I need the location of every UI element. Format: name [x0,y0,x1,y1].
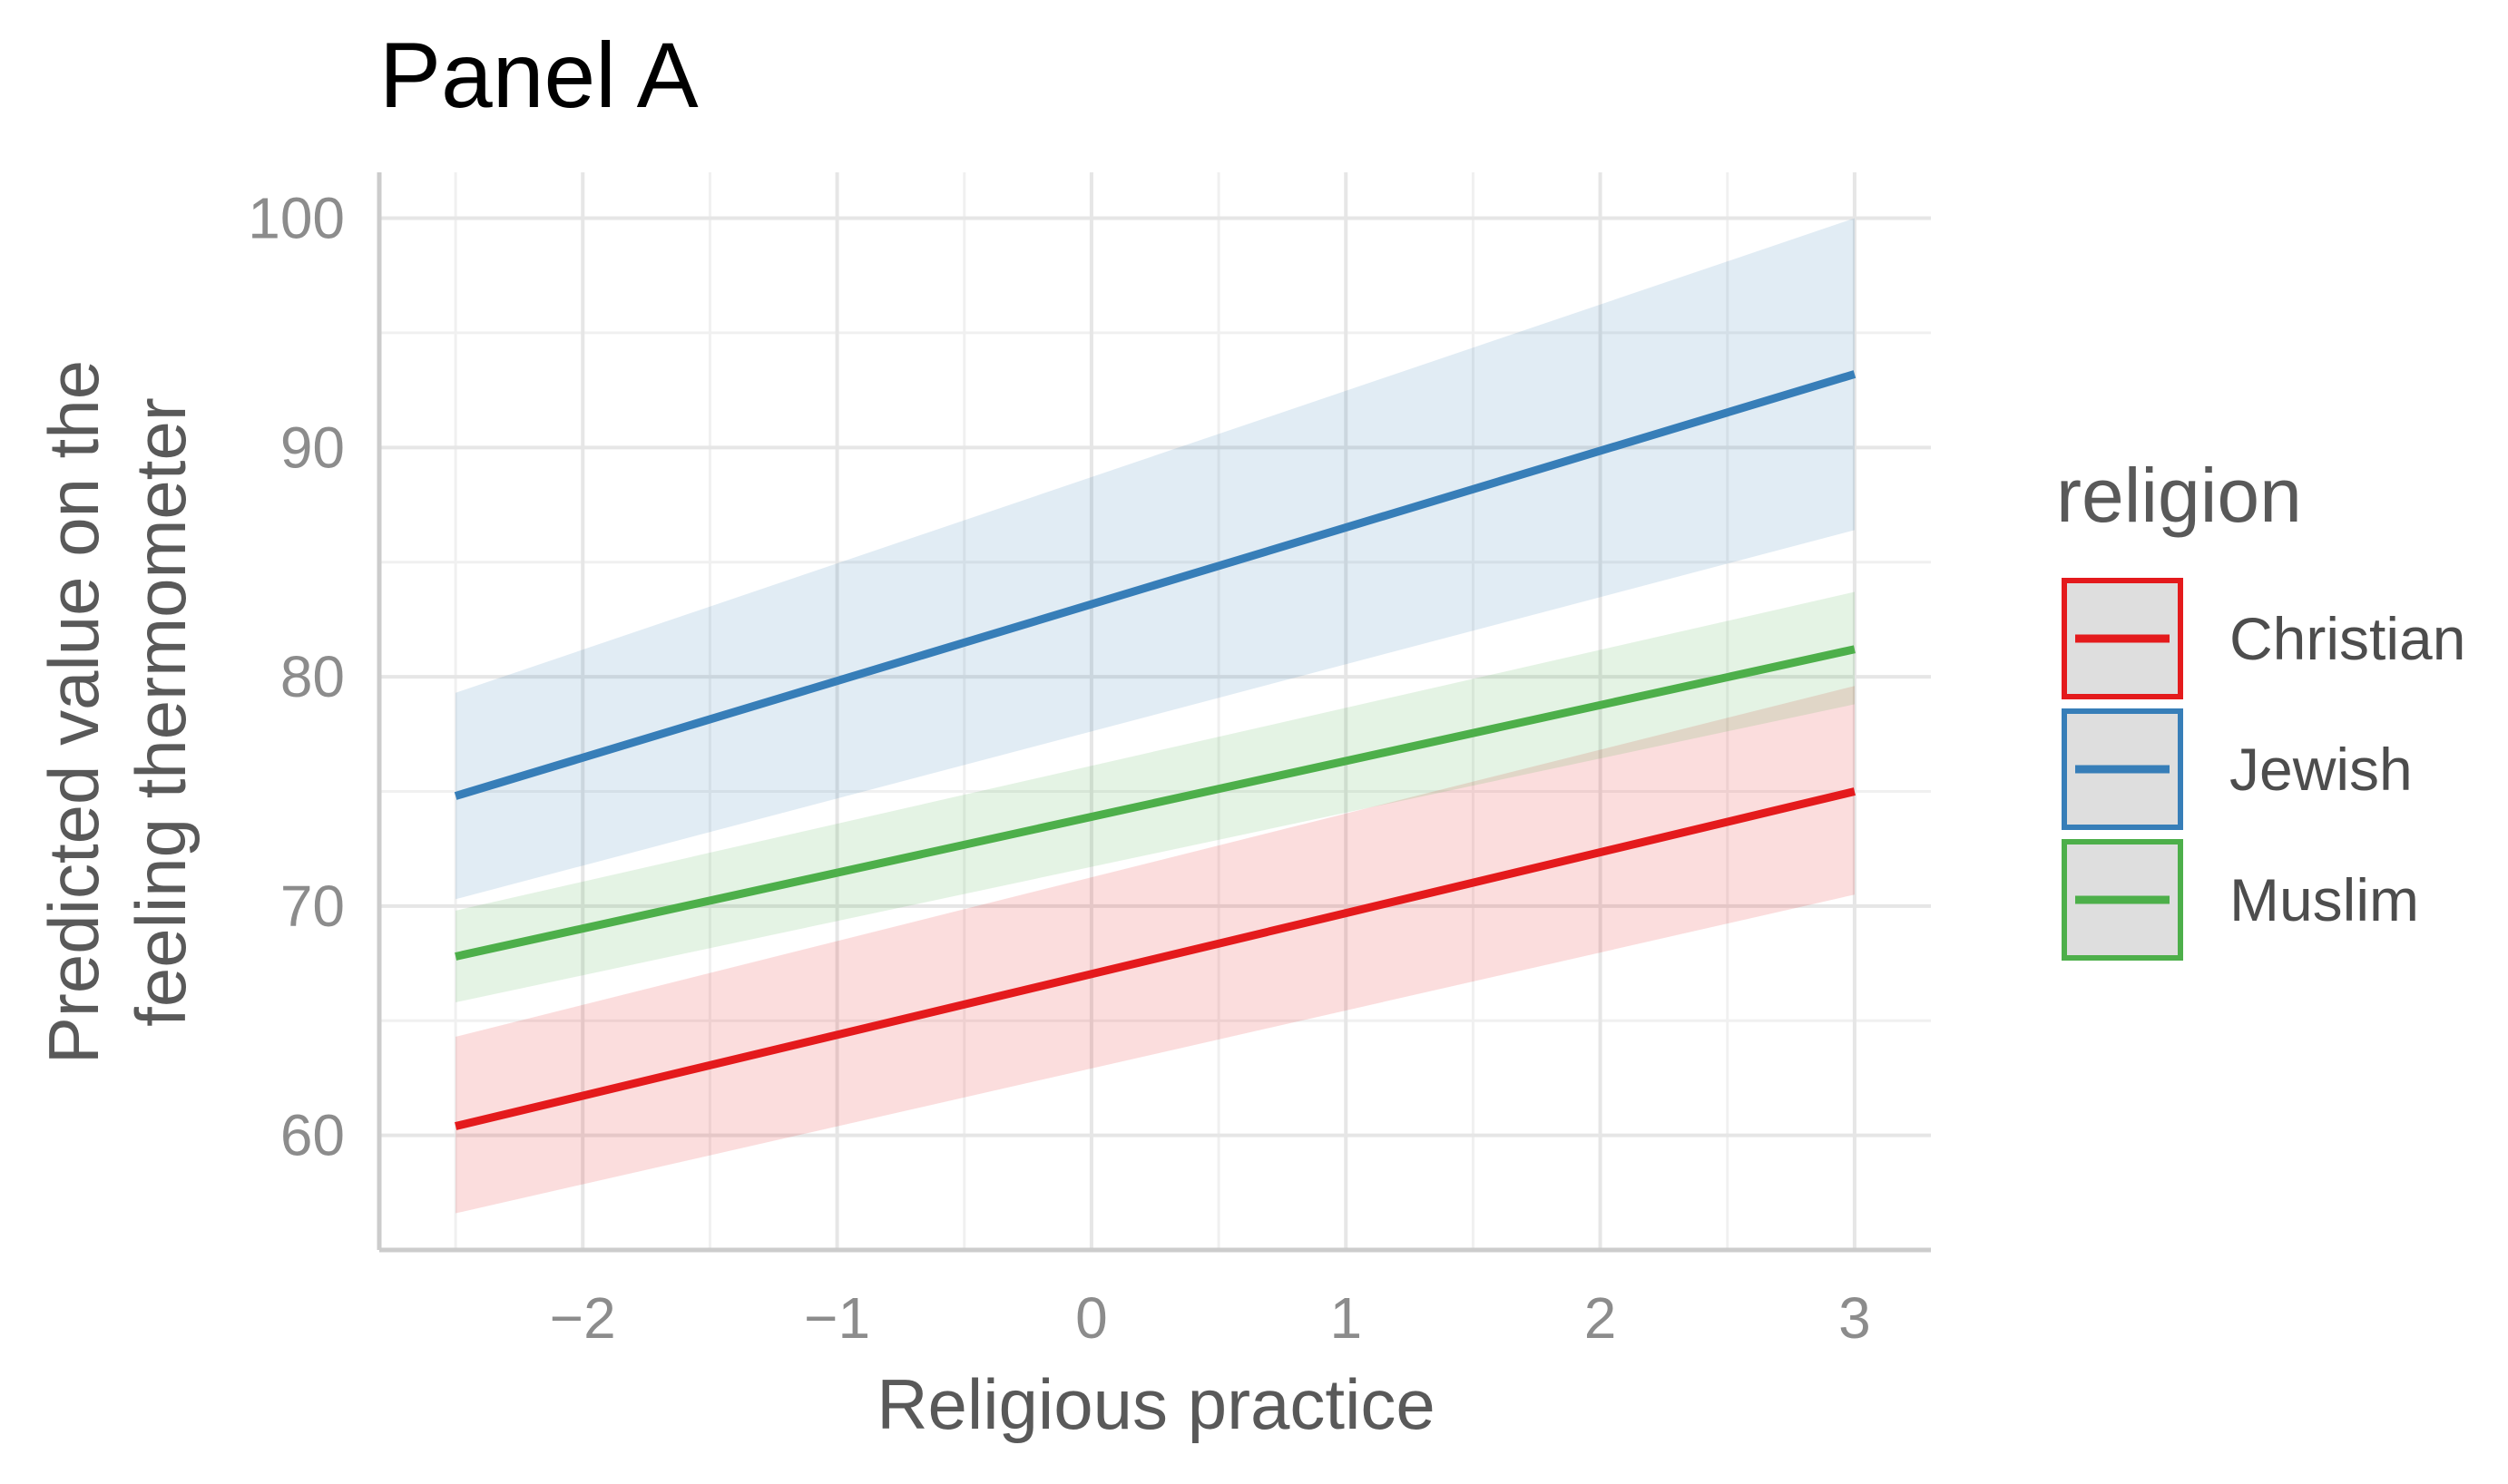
x-tick-label: 3 [1838,1285,1871,1351]
y-tick-label: 100 [248,186,345,251]
y-axis-title-line-1: Predicted value on the [34,360,113,1064]
y-tick-label: 70 [280,874,345,939]
plot-area: −2 −1 0 1 2 3 60 70 80 90 100 [248,172,1931,1351]
series-line-christian [455,787,1856,1130]
legend-label: Jewish [2229,736,2413,803]
series-lines [454,370,1857,1130]
x-tick-label: 2 [1584,1285,1617,1351]
y-tick-label: 60 [280,1103,345,1168]
y-tick-label: 90 [280,415,345,480]
series-line-muslim [455,645,1856,961]
y-tick-label: 80 [280,644,345,709]
axes [377,172,1931,1253]
x-tick-label: 0 [1075,1285,1108,1351]
legend: religion Christian Jewish Muslim [2056,453,2465,961]
x-tick-label: −1 [804,1285,870,1351]
x-tick-label: −2 [550,1285,616,1351]
x-axis-title: Religious practice [877,1364,1435,1444]
y-axis-title-line-2: feeling thermometer [121,397,201,1027]
series-line-jewish [454,370,1857,800]
confidence-band-muslim [456,591,1855,1003]
legend-item-jewish: Jewish [2062,708,2413,830]
legend-item-muslim: Muslim [2062,839,2419,961]
x-tick-label: 1 [1329,1285,1362,1351]
y-axis-title: Predicted value on the feeling thermomet… [34,360,201,1064]
tick-labels: −2 −1 0 1 2 3 60 70 80 90 100 [248,186,1870,1351]
confidence-bands [456,218,1855,1214]
legend-label: Muslim [2229,866,2419,933]
confidence-band-jewish [456,218,1855,900]
confidence-band-christian [456,686,1855,1214]
grid [379,172,1931,1250]
legend-label: Christian [2229,605,2465,672]
legend-title: religion [2056,453,2302,538]
legend-item-christian: Christian [2062,578,2465,699]
chart-title: Panel A [379,24,699,127]
